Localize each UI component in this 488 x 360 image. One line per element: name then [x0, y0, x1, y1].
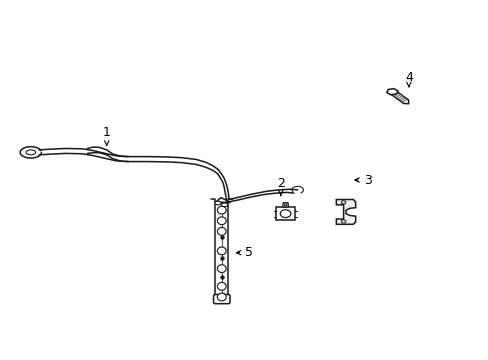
- Polygon shape: [215, 198, 230, 202]
- Ellipse shape: [217, 228, 226, 235]
- Text: 1: 1: [102, 126, 110, 145]
- Polygon shape: [386, 89, 397, 95]
- Ellipse shape: [214, 201, 221, 205]
- Ellipse shape: [217, 265, 226, 273]
- Ellipse shape: [217, 283, 226, 290]
- Text: 3: 3: [354, 174, 371, 186]
- Ellipse shape: [341, 220, 345, 223]
- Ellipse shape: [284, 204, 286, 206]
- Polygon shape: [336, 199, 355, 224]
- Ellipse shape: [217, 247, 226, 255]
- Ellipse shape: [280, 210, 290, 217]
- Text: 5: 5: [236, 246, 253, 259]
- Text: 4: 4: [404, 71, 412, 87]
- Ellipse shape: [217, 293, 226, 301]
- FancyBboxPatch shape: [213, 294, 229, 304]
- Polygon shape: [282, 203, 288, 207]
- Text: 2: 2: [276, 177, 284, 195]
- Ellipse shape: [221, 203, 227, 207]
- Polygon shape: [276, 207, 294, 220]
- Ellipse shape: [217, 206, 226, 214]
- Bar: [215, 202, 227, 302]
- Ellipse shape: [341, 201, 345, 204]
- Ellipse shape: [217, 217, 226, 225]
